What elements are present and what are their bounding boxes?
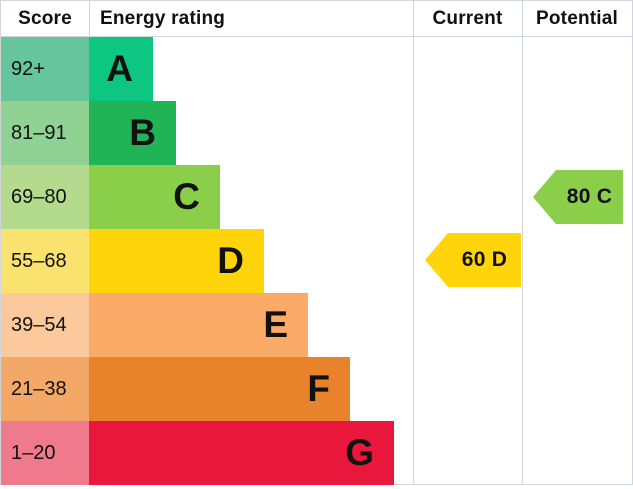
rating-bar-c: C	[89, 165, 220, 229]
rating-bar-b: B	[89, 101, 176, 165]
score-column-divider	[89, 1, 90, 36]
epc-row-b: 81–91 B	[1, 101, 413, 165]
header-divider-line	[1, 36, 632, 37]
epc-row-e: 39–54 E	[1, 293, 413, 357]
current-column-divider	[413, 1, 414, 484]
epc-row-g: 1–20 G	[1, 421, 413, 485]
score-range-c: 69–80	[1, 165, 89, 229]
header-potential: Potential	[535, 8, 619, 29]
potential-rating-arrow: 80 C	[533, 170, 623, 224]
epc-row-a: 92+ A	[1, 37, 413, 101]
score-range-d: 55–68	[1, 229, 89, 293]
rating-bar-g: G	[89, 421, 394, 485]
potential-column-divider	[522, 1, 523, 484]
score-range-e: 39–54	[1, 293, 89, 357]
rating-bar-d: D	[89, 229, 264, 293]
rating-bar-a: A	[89, 37, 153, 101]
epc-row-c: 69–80 C	[1, 165, 413, 229]
score-range-b: 81–91	[1, 101, 89, 165]
header-score: Score	[18, 8, 72, 29]
current-rating-arrow: 60 D	[425, 233, 521, 287]
rating-bar-e: E	[89, 293, 308, 357]
score-range-a: 92+	[1, 37, 89, 101]
epc-row-d: 55–68 D	[1, 229, 413, 293]
rating-bar-f: F	[89, 357, 350, 421]
epc-rows: 92+ A 81–91 B 69–80 C 55–68 D 39–54 E 21–38 F 1–20 G	[1, 37, 413, 485]
score-range-f: 21–38	[1, 357, 89, 421]
epc-row-f: 21–38 F	[1, 357, 413, 421]
header-current: Current	[432, 8, 503, 29]
header-energy-rating: Energy rating	[100, 8, 226, 29]
score-range-g: 1–20	[1, 421, 89, 485]
